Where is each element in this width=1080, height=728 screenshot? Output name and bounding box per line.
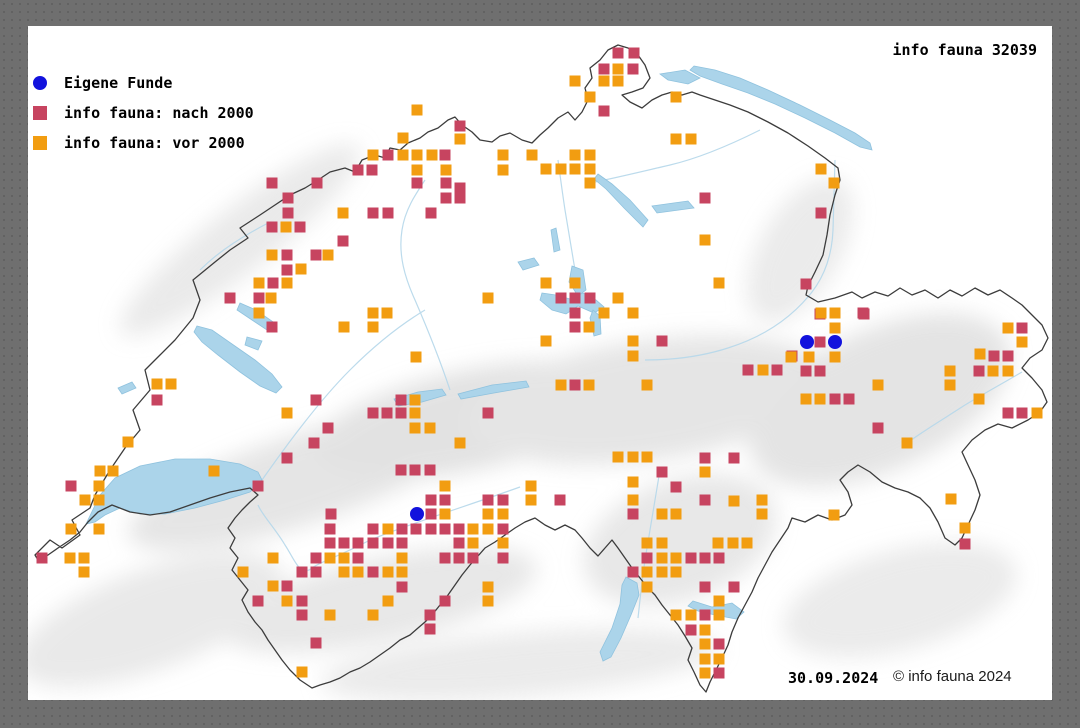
after-2000-marker-icon: [33, 106, 47, 120]
legend-item-before-2000: info fauna: vor 2000: [33, 128, 254, 158]
before-2000-marker-icon: [33, 136, 47, 150]
legend-item-after-2000: info fauna: nach 2000: [33, 98, 254, 128]
legend-label: Eigene Funde: [64, 74, 173, 92]
own-records-marker-icon: [33, 76, 47, 90]
footer-date: 30.09.2024: [788, 669, 879, 687]
legend-item-own-records: Eigene Funde: [33, 68, 254, 98]
legend: Eigene Funde info fauna: nach 2000 info …: [33, 68, 254, 158]
legend-label: info fauna: vor 2000: [64, 134, 245, 152]
map-title: info fauna 32039: [892, 41, 1038, 59]
legend-label: info fauna: nach 2000: [64, 104, 254, 122]
footer-copyright: © info fauna 2024: [893, 668, 1012, 685]
